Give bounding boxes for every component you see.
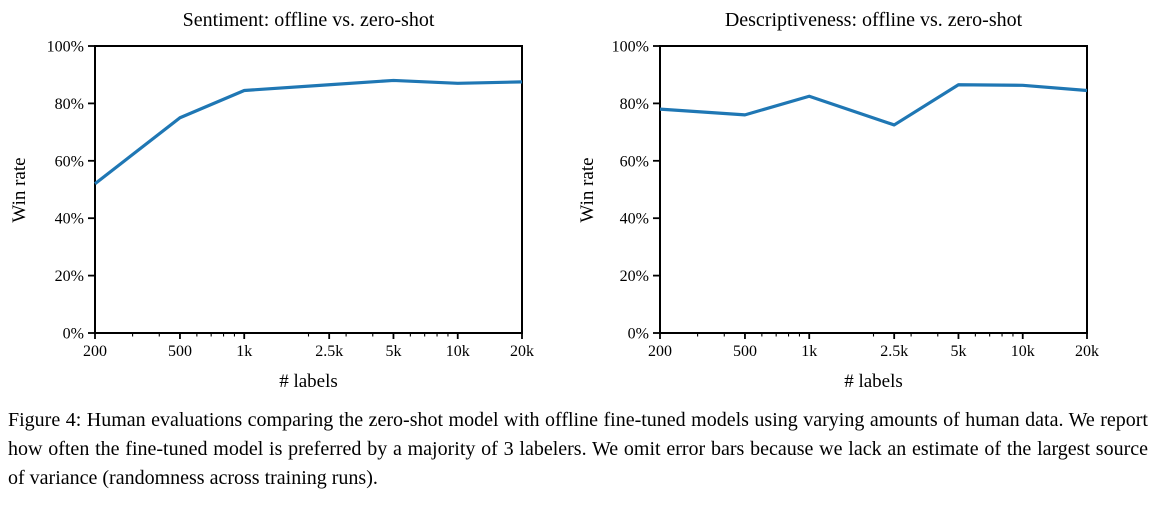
x-tick-label: 5k	[950, 343, 966, 360]
chart-canvas: 200 500 1k 2.5k 5k 10k 20k 0% 20% 40% 60% 80% 100%	[612, 39, 1099, 361]
y-tick-label: 0%	[63, 326, 84, 343]
y-tick-label: 80%	[55, 96, 84, 113]
x-tick-label: 500	[168, 343, 192, 360]
x-tick-label: 200	[83, 343, 107, 360]
y-tick-label: 20%	[620, 268, 649, 285]
y-tick-label: 0%	[628, 326, 649, 343]
chart-canvas: 200 500 1k 2.5k 5k 10k 20k 0% 20% 40% 60% 80% 100%	[47, 39, 534, 361]
data-line	[94, 78, 523, 186]
figure-caption: Figure 4: Human evaluations comparing th…	[8, 409, 1148, 489]
x-tick-label: 10k	[446, 343, 470, 360]
y-tick-label: 40%	[55, 211, 84, 228]
x-tick-label: 2.5k	[880, 343, 908, 360]
y-tick-label: 60%	[620, 153, 649, 170]
y-tick-label: 60%	[55, 153, 84, 170]
x-tick-label: 1k	[801, 343, 817, 360]
chart-descriptiveness: 200 500 1k 2.5k 5k 10k 20k 0% 20% 40% 60% 80% 100% D…	[577, 0, 1154, 400]
x-tick-label: 200	[648, 343, 672, 360]
y-tick-label: 40%	[620, 211, 649, 228]
plot-border	[659, 45, 1088, 334]
chart-sentiment: 200 500 1k 2.5k 5k 10k 20k 0% 20% 40% 60% 80% 100% S…	[0, 0, 577, 400]
chart-title: Sentiment: offline vs. zero-shot	[182, 9, 435, 31]
x-axis-label: # labels	[279, 371, 338, 392]
y-tick-label: 80%	[620, 96, 649, 113]
plot-border	[94, 45, 523, 334]
y-tick-label: 100%	[612, 39, 649, 56]
x-tick-label: 20k	[510, 343, 534, 360]
y-tick-label: 20%	[55, 268, 84, 285]
x-tick-label: 20k	[1075, 343, 1099, 360]
y-axis-label: Win rate	[9, 156, 30, 223]
x-tick-label: 500	[733, 343, 757, 360]
x-tick-label: 2.5k	[315, 343, 343, 360]
y-tick-label: 100%	[47, 39, 84, 56]
data-line	[659, 83, 1088, 127]
y-axis-label: Win rate	[577, 156, 598, 223]
x-tick-label: 1k	[236, 343, 252, 360]
x-tick-label: 10k	[1011, 343, 1035, 360]
x-tick-label: 5k	[385, 343, 401, 360]
x-axis-label: # labels	[844, 371, 903, 392]
chart-title: Descriptiveness: offline vs. zero-shot	[724, 9, 1023, 31]
